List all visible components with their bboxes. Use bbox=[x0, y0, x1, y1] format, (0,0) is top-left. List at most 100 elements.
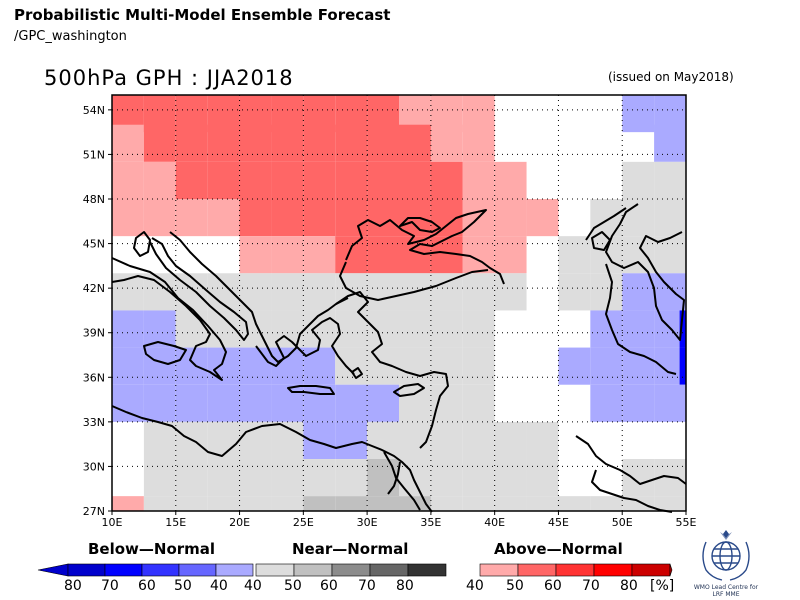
grid-cell bbox=[335, 199, 368, 237]
grid-cell bbox=[271, 236, 304, 274]
grid-cell bbox=[430, 161, 463, 199]
grid-cell bbox=[654, 273, 686, 311]
grid-cell bbox=[462, 161, 495, 199]
grid-cell bbox=[303, 459, 336, 497]
grid-cell bbox=[494, 161, 527, 199]
latitude-label: 39N bbox=[83, 327, 105, 340]
lake bbox=[591, 231, 611, 251]
grid-cell bbox=[335, 384, 368, 422]
grid-cell bbox=[271, 273, 304, 311]
island-cyprus bbox=[393, 383, 425, 397]
grid-cell bbox=[175, 496, 208, 511]
grid-cell bbox=[430, 384, 463, 422]
grid-cell bbox=[143, 384, 176, 422]
grid-cell bbox=[558, 496, 591, 511]
legend-below-label: 70 bbox=[101, 578, 119, 594]
legend-above-swatch bbox=[517, 563, 557, 577]
legend-below-arrow bbox=[37, 563, 69, 577]
coastline-black-sea bbox=[345, 209, 505, 285]
legend-near-swatch bbox=[407, 563, 447, 577]
grid-cell bbox=[143, 347, 176, 385]
coastline-caspian-north bbox=[585, 207, 627, 241]
grid-cell bbox=[462, 384, 495, 422]
grid-cell bbox=[622, 273, 655, 311]
legend-below-title: Below—Normal bbox=[88, 540, 216, 558]
grid-cell bbox=[239, 236, 272, 274]
grid-cell bbox=[303, 273, 336, 311]
grid-cell bbox=[175, 310, 208, 348]
grid-cell bbox=[303, 124, 336, 162]
grid-cell bbox=[143, 199, 176, 237]
grid-cell bbox=[112, 161, 144, 199]
coastline-crimea bbox=[399, 217, 441, 233]
longitude-label: 40E bbox=[484, 516, 505, 529]
grid-cell bbox=[112, 347, 144, 385]
latitude-label: 42N bbox=[83, 282, 105, 295]
legend-above-swatch bbox=[593, 563, 633, 577]
grid-cell bbox=[303, 384, 336, 422]
grid-cell bbox=[622, 459, 655, 497]
grid-cell bbox=[654, 496, 686, 511]
grid-cell bbox=[335, 459, 368, 497]
grid-cell bbox=[654, 161, 686, 199]
latitude-label: 33N bbox=[83, 416, 105, 429]
coastline-anatolia-north bbox=[339, 261, 489, 301]
grid-cell bbox=[622, 95, 655, 133]
grid-cell bbox=[112, 496, 144, 511]
grid-cell bbox=[175, 273, 208, 311]
legend-above-title: Above—Normal bbox=[494, 540, 623, 558]
legend-below-swatch bbox=[67, 563, 106, 577]
map-frame bbox=[111, 94, 687, 512]
grid-cell bbox=[367, 199, 399, 237]
coastline-caspian-west bbox=[605, 263, 677, 375]
grid-cell bbox=[526, 421, 559, 459]
grid-cell bbox=[112, 199, 144, 237]
longitude-labels: 10E 15E 20E 25E 30E 35E 40E 45E 50E 55E bbox=[102, 516, 697, 529]
legend-near-swatch bbox=[255, 563, 295, 577]
grid-cell bbox=[494, 273, 527, 311]
legend-below-label: 40 bbox=[210, 578, 228, 594]
chart-title: Probabilistic Multi-Model Ensemble Forec… bbox=[14, 6, 391, 24]
grid-cell bbox=[175, 161, 208, 199]
grid-cell bbox=[622, 310, 655, 348]
grid-cell bbox=[679, 347, 686, 385]
grid-cell bbox=[335, 347, 368, 385]
grid-cell bbox=[526, 199, 559, 237]
legend-below-swatch bbox=[178, 563, 217, 577]
grid-cell bbox=[367, 459, 399, 497]
grid-cell bbox=[399, 161, 431, 199]
grid-cell bbox=[271, 124, 304, 162]
grid-cell bbox=[303, 236, 336, 274]
legend-below-label: 80 bbox=[64, 578, 82, 594]
grid-cell bbox=[143, 161, 176, 199]
probability-grid bbox=[112, 95, 686, 511]
grid-cell bbox=[239, 384, 272, 422]
grid-cell bbox=[207, 124, 240, 162]
grid-cell bbox=[207, 496, 240, 511]
grid-cell bbox=[590, 273, 623, 311]
grid-cell bbox=[239, 161, 272, 199]
longitude-label: 45E bbox=[548, 516, 569, 529]
legend-above-label: 80 bbox=[620, 578, 638, 594]
grid-cell bbox=[399, 124, 431, 162]
latitude-labels: 54N 51N 48N 45N 42N 39N 36N 33N 30N 27N bbox=[83, 104, 105, 518]
grid-cell bbox=[335, 161, 368, 199]
longitude-label: 15E bbox=[165, 516, 186, 529]
grid-cell bbox=[558, 273, 591, 311]
legend-near-label: 50 bbox=[284, 578, 302, 594]
source-label: /GPC_washington bbox=[14, 29, 127, 44]
island-crete bbox=[287, 385, 335, 395]
grid-cell bbox=[558, 347, 591, 385]
longitude-label: 10E bbox=[102, 516, 123, 529]
grid-cell bbox=[112, 124, 144, 162]
legend-above-swatch bbox=[555, 563, 595, 577]
legend-near-swatch bbox=[369, 563, 409, 577]
grid-cell bbox=[399, 310, 431, 348]
coastline-north-africa bbox=[111, 405, 433, 513]
grid-cell bbox=[367, 496, 399, 511]
island-rhodes bbox=[351, 367, 363, 379]
grid-cell bbox=[175, 124, 208, 162]
latitude-label: 51N bbox=[83, 148, 105, 161]
longitude-label: 35E bbox=[420, 516, 441, 529]
legend-below-label: 50 bbox=[174, 578, 192, 594]
